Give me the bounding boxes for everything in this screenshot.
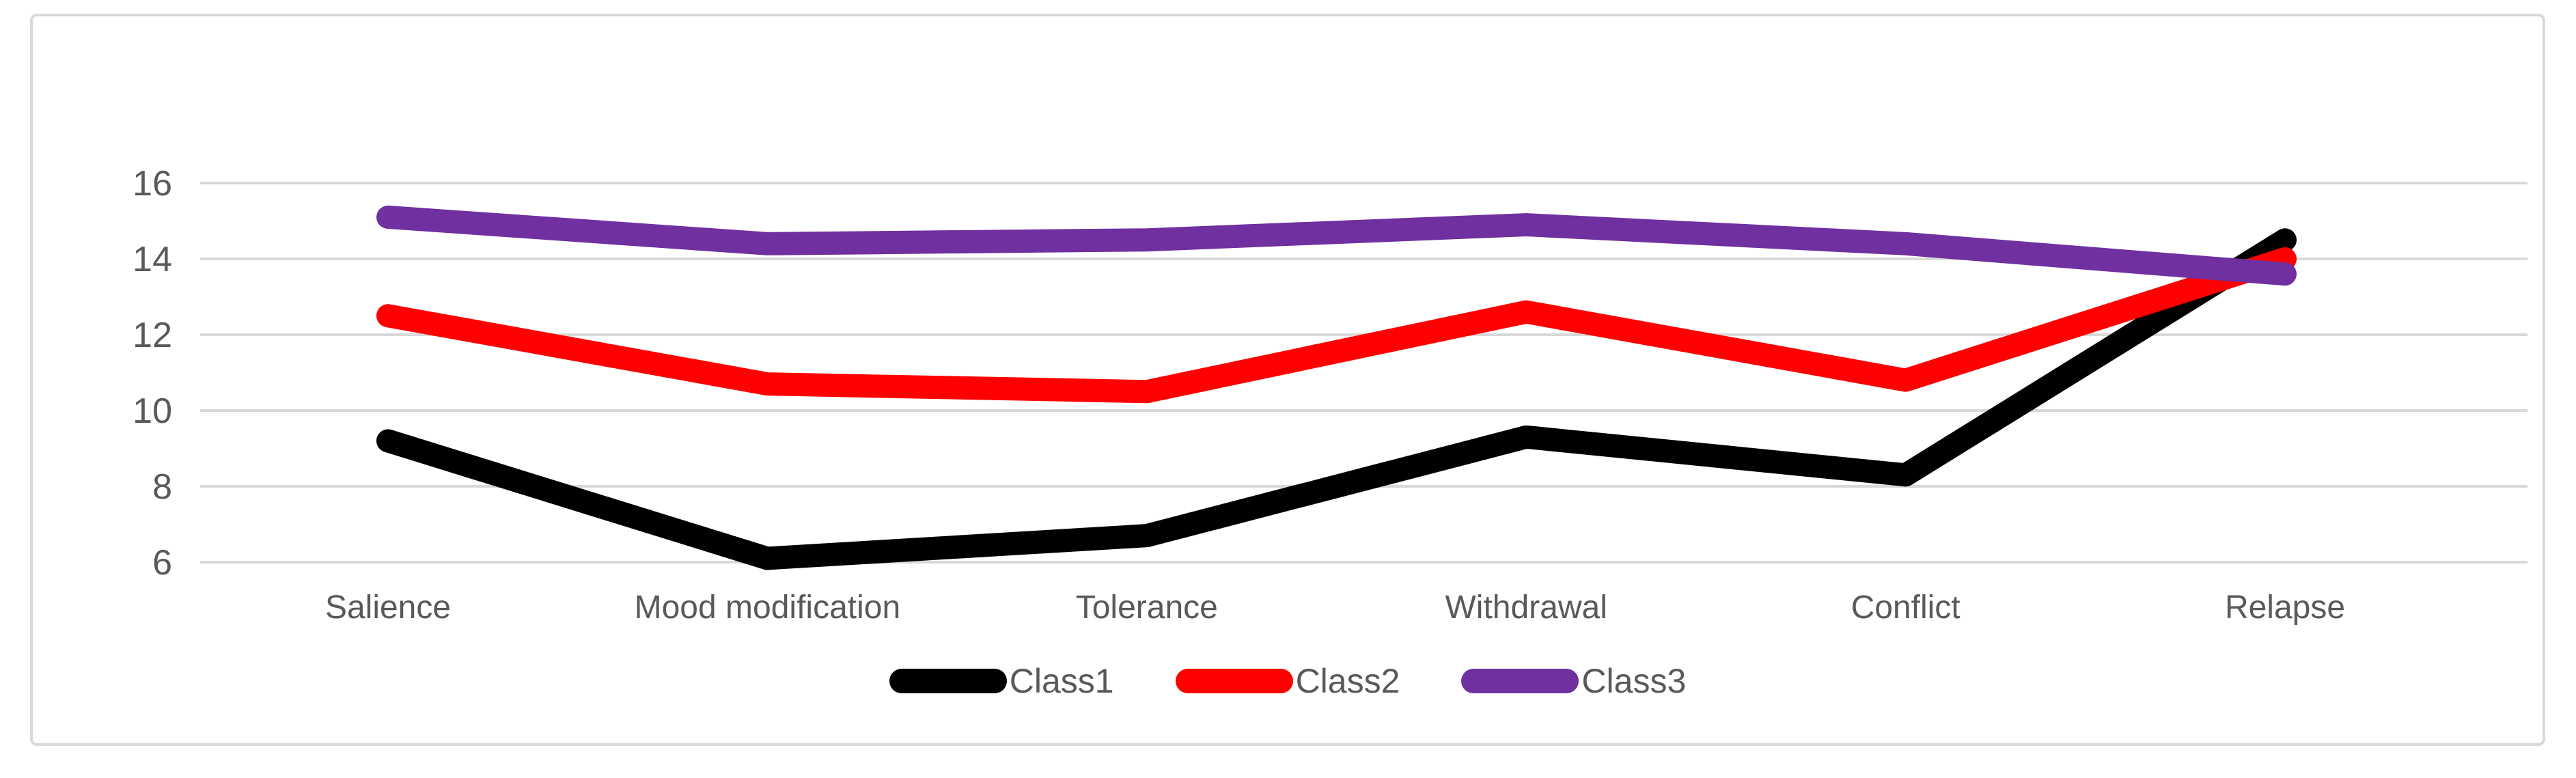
gridlines [200, 182, 2527, 564]
legend-label: Class2 [1295, 662, 1400, 700]
y-tick-label: 12 [133, 316, 172, 355]
series-lines [376, 205, 2297, 570]
series-line-class2 [376, 247, 2297, 404]
legend-line-marker-icon [1461, 669, 1579, 693]
chart-legend: Class1 Class2 Class3 [30, 661, 2545, 701]
category-label: Salience [325, 589, 451, 626]
y-tick-label: 16 [133, 164, 172, 204]
series-line-class1 [376, 228, 2297, 570]
legend-item-class3[interactable]: Class3 [1461, 661, 1686, 701]
legend-line-marker-icon [889, 669, 1007, 693]
legend-item-class2[interactable]: Class2 [1175, 661, 1400, 701]
category-label: Conflict [1851, 589, 1961, 626]
category-label: Mood modification [635, 589, 901, 626]
series-line-class3 [376, 205, 2297, 286]
category-label: Withdrawal [1445, 589, 1607, 626]
legend-label: Class3 [1581, 662, 1687, 700]
y-tick-label: 14 [133, 240, 172, 279]
legend-item-class1[interactable]: Class1 [889, 661, 1114, 701]
y-tick-label: 10 [133, 391, 172, 431]
category-label: Relapse [2225, 589, 2345, 626]
y-tick-label: 6 [152, 543, 172, 583]
legend-line-marker-icon [1175, 669, 1293, 693]
y-axis-tick-labels: 6 8 10 12 14 16 [133, 164, 172, 583]
category-label: Tolerance [1076, 589, 1218, 626]
x-axis-category-labels: Salience Mood modification Tolerance Withdr… [325, 589, 2345, 626]
chart-frame [30, 14, 2545, 746]
legend-label: Class1 [1009, 662, 1114, 700]
y-tick-label: 8 [152, 467, 172, 507]
